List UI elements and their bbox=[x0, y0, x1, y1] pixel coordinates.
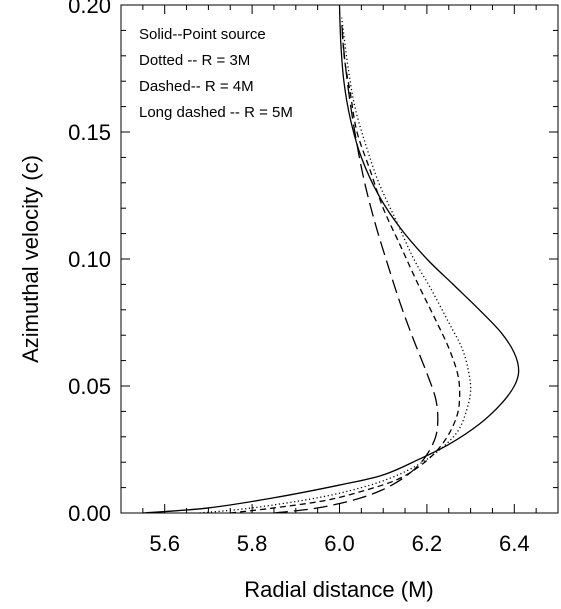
ticks: 5.6 5.8 6.0 6.2 6.4 0.00 0.05 0.10 0.15 0.20 bbox=[68, 0, 559, 556]
x-tick-label: 5.6 bbox=[149, 531, 180, 556]
series-line-dashed bbox=[230, 30, 461, 514]
series-group bbox=[142, 4, 520, 514]
legend-entry: Dotted -- R = 3M bbox=[139, 52, 250, 69]
x-tick-label: 6.0 bbox=[324, 531, 355, 556]
series-line-longdash bbox=[273, 22, 439, 514]
x-tick-label: 6.2 bbox=[412, 531, 443, 556]
legend-entry: Dashed-- R = 4M bbox=[139, 78, 254, 95]
x-tick-label: 6.4 bbox=[499, 531, 530, 556]
legend-entry: Solid--Point source bbox=[139, 26, 266, 43]
y-tick-label: 0.05 bbox=[68, 374, 111, 399]
y-tick-label: 0.15 bbox=[68, 120, 111, 145]
y-tick-label: 0.20 bbox=[68, 0, 111, 18]
y-tick-label: 0.10 bbox=[68, 247, 111, 272]
y-tick-label: 0.00 bbox=[68, 501, 111, 526]
legend-entry: Long dashed -- R = 5M bbox=[139, 104, 293, 121]
x-axis-title: Radial distance (M) bbox=[244, 577, 434, 602]
y-axis-title: Azimuthal velocity (c) bbox=[18, 155, 43, 363]
series-line-dotted bbox=[199, 17, 472, 514]
legend: Solid--Point source Dotted -- R = 3M Dashe… bbox=[139, 26, 293, 121]
x-tick-label: 5.8 bbox=[237, 531, 268, 556]
